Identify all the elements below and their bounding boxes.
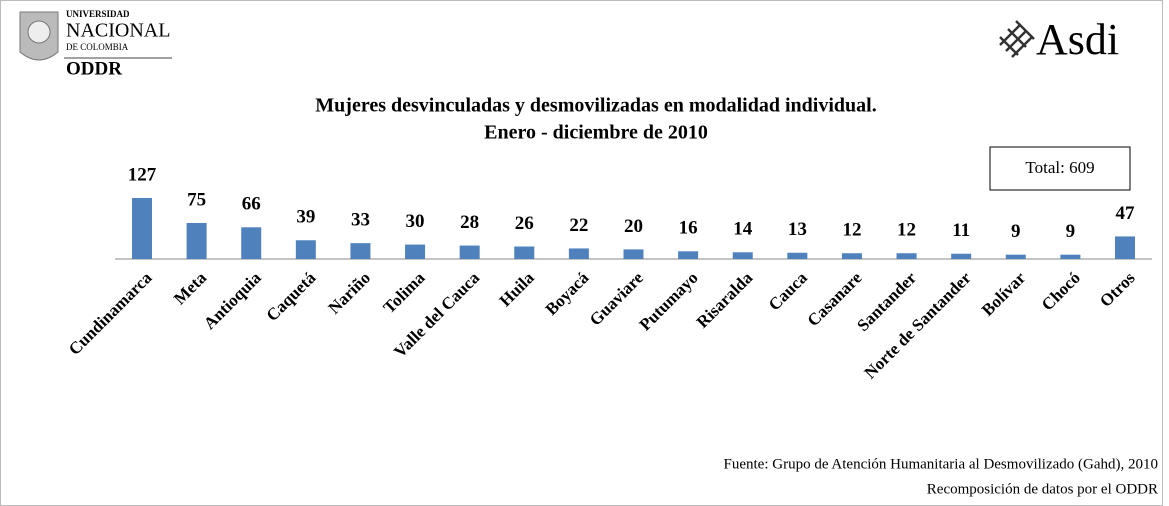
- bar: [132, 198, 152, 259]
- total-annotation: Total: 609: [1025, 158, 1094, 177]
- value-label: 39: [296, 207, 315, 228]
- bar: [459, 245, 480, 259]
- logo-text: UNIVERSIDAD: [66, 9, 130, 19]
- value-label: 9: [1011, 221, 1021, 242]
- value-label: 20: [624, 216, 643, 237]
- value-label: 11: [952, 220, 970, 241]
- bar: [350, 243, 371, 259]
- bar: [241, 227, 262, 259]
- crest-seal: [27, 20, 51, 44]
- value-label: 13: [788, 219, 807, 240]
- source-text: Fuente: Grupo de Atención Humanitaria al…: [724, 456, 1158, 472]
- university-logo: UNIVERSIDAD NACIONAL DE COLOMBIA ODDR: [19, 9, 172, 79]
- bar: [405, 244, 426, 259]
- sponsor-logo: Asdi: [999, 15, 1119, 64]
- sponsor-icon: [999, 20, 1035, 58]
- value-label: 127: [128, 164, 157, 185]
- bar: [951, 253, 972, 259]
- value-label: 66: [242, 194, 261, 215]
- value-label: 33: [351, 210, 370, 231]
- sponsor-text: Asdi: [1036, 15, 1119, 64]
- total-box: [989, 146, 1131, 191]
- value-label: 12: [897, 220, 916, 241]
- logo-text: NACIONAL: [66, 20, 170, 42]
- bar: [1005, 254, 1026, 259]
- value-label: 12: [842, 220, 861, 241]
- bar: [568, 248, 589, 259]
- bar: [678, 251, 699, 259]
- value-label: 75: [187, 189, 206, 210]
- bar: [841, 253, 862, 259]
- chart-title: Mujeres desvinculadas y desmovilizadas e…: [315, 95, 876, 117]
- value-label: 16: [679, 218, 698, 239]
- value-label: 26: [515, 213, 534, 234]
- bar: [732, 252, 753, 259]
- value-label: 28: [460, 212, 479, 233]
- bar: [295, 240, 316, 259]
- value-label: 47: [1116, 203, 1136, 224]
- value-label: 22: [569, 215, 588, 236]
- value-label: 14: [733, 219, 753, 240]
- source-text: Recomposición de datos por el ODDR: [927, 481, 1158, 497]
- value-label: 9: [1066, 221, 1076, 242]
- bar: [787, 252, 808, 259]
- bar: [1060, 254, 1081, 259]
- logo-text: ODDR: [66, 58, 122, 79]
- logo-text: DE COLOMBIA: [66, 42, 129, 52]
- bar: [896, 253, 917, 259]
- bar: [514, 246, 535, 259]
- value-label: 30: [406, 211, 425, 232]
- bar: [186, 222, 207, 259]
- bar: [623, 249, 644, 259]
- chart-subtitle: Enero - diciembre de 2010: [484, 122, 708, 144]
- bar: [1115, 236, 1135, 259]
